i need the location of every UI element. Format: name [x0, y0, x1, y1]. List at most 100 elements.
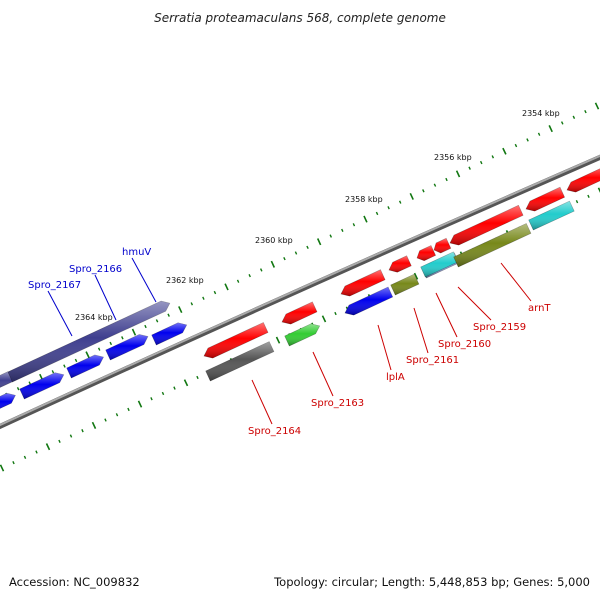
inner-tick: [575, 200, 579, 204]
gene-upper-left-stub[interactable]: [0, 371, 13, 391]
leader-spro-2160: [435, 292, 458, 338]
kbp-label-2354: 2354 kbp: [522, 109, 560, 118]
gene-label-lpla[interactable]: lplA: [386, 372, 405, 383]
outer-tick: [422, 189, 425, 193]
inner-tick: [137, 400, 143, 408]
kbp-label-2356: 2356 kbp: [434, 153, 472, 162]
outer-tick: [85, 351, 90, 359]
outer-tick: [28, 381, 32, 385]
gene-labels: hmuV Spro_2166 Spro_2167 arnT Spro_2159 …: [28, 247, 551, 437]
outer-tick: [294, 251, 298, 255]
gene-red-5[interactable]: [416, 245, 436, 262]
outer-tick: [97, 347, 101, 351]
gene-label-spro-2166[interactable]: Spro_2166: [69, 264, 122, 275]
gene-label-spro-2163[interactable]: Spro_2163: [311, 398, 364, 409]
outer-tick: [270, 260, 276, 268]
inner-tick: [275, 336, 281, 344]
outer-tick: [248, 274, 251, 278]
leader-spro-2167: [47, 290, 73, 337]
outer-tick: [167, 313, 170, 317]
gene-red-2[interactable]: [281, 301, 318, 325]
gene-label-spro-2160[interactable]: Spro_2160: [438, 339, 491, 350]
gene-blue-e[interactable]: [151, 322, 188, 346]
gene-arnt[interactable]: [453, 223, 532, 268]
gene-label-hmuv[interactable]: hmuV: [122, 247, 151, 258]
gene-red-4[interactable]: [388, 255, 412, 273]
outer-tick: [548, 125, 553, 133]
gene-label-arnt[interactable]: arnT: [528, 303, 551, 314]
outer-tick: [352, 223, 356, 227]
gene-spro-2166[interactable]: [66, 354, 104, 379]
outer-tick: [316, 238, 322, 246]
outer-tick: [51, 370, 55, 374]
gene-label-spro-2164[interactable]: Spro_2164: [248, 426, 301, 437]
outer-tick: [468, 166, 471, 170]
leader-spro-2164: [251, 379, 273, 425]
inner-tick: [413, 272, 419, 280]
kbp-label-2360: 2360 kbp: [255, 236, 293, 245]
genome-backbone: [0, 154, 600, 430]
outer-tick: [537, 132, 541, 136]
outer-tick: [560, 121, 564, 125]
outer-tick: [526, 138, 529, 142]
gene-red-9[interactable]: [566, 166, 600, 193]
gene-spro-2161[interactable]: [390, 273, 420, 296]
outer-tick: [16, 387, 20, 391]
outer-tick: [121, 336, 124, 340]
gene-red-3[interactable]: [340, 269, 386, 297]
outer-tick: [224, 283, 229, 291]
leader-hmuv: [131, 257, 157, 303]
outer-tick: [259, 268, 263, 272]
accession-text: Accession: NC_009832: [9, 575, 140, 589]
inner-tick: [196, 375, 199, 380]
inner-tick: [334, 311, 337, 316]
outer-tick: [594, 102, 600, 110]
outer-tick: [236, 279, 240, 283]
gene-red-8[interactable]: [525, 186, 565, 212]
inner-tick: [597, 187, 600, 193]
gene-red-7[interactable]: [449, 204, 524, 246]
leader-arnt: [500, 262, 532, 302]
gene-red-1[interactable]: [203, 322, 269, 359]
gene-label-spro-2159[interactable]: Spro_2159: [473, 322, 526, 333]
gene-red-6[interactable]: [433, 237, 452, 254]
outer-tick: [491, 155, 495, 159]
gene-spro-2163[interactable]: [284, 323, 321, 347]
outer-tick: [387, 206, 390, 210]
outer-tick: [144, 324, 147, 329]
inner-tick: [321, 315, 327, 323]
gene-hmuv[interactable]: [105, 334, 149, 361]
gene-spro-2167[interactable]: [19, 372, 65, 400]
outer-tick: [63, 364, 66, 368]
outer-tick: [445, 177, 448, 182]
leader-spro-2161: [413, 307, 429, 354]
inner-tick: [183, 379, 189, 387]
outer-ticks: [5, 102, 600, 397]
inner-tick: [58, 439, 61, 443]
map-title: Serratia proteamaculans 568, complete ge…: [154, 11, 446, 25]
gene-spro-2164[interactable]: [205, 341, 275, 382]
outer-tick: [190, 302, 194, 306]
outer-tick: [341, 228, 344, 232]
gene-blue-a[interactable]: [0, 392, 16, 412]
outer-tick: [329, 234, 333, 238]
inner-tick: [161, 391, 165, 396]
gene-label-spro-2167[interactable]: Spro_2167: [28, 280, 81, 291]
inner-tick: [91, 421, 97, 429]
kbp-label-2358: 2358 kbp: [345, 195, 383, 204]
outer-tick: [178, 306, 183, 314]
gene-cyan-right[interactable]: [528, 200, 575, 231]
inner-tick: [0, 464, 5, 472]
outer-tick: [109, 341, 113, 346]
kbp-label-2362: 2362 kbp: [166, 276, 204, 285]
gene-label-spro-2161[interactable]: Spro_2161: [406, 355, 459, 366]
leader-spro-2166: [94, 274, 117, 321]
gene-lpla[interactable]: [344, 286, 394, 316]
inner-tick: [115, 413, 119, 417]
outer-tick: [375, 211, 379, 216]
outer-tick: [514, 143, 518, 148]
tick-marks: [0, 102, 600, 472]
leader-spro-2159: [457, 286, 492, 321]
kbp-scale-labels: 2354 kbp 2356 kbp 2358 kbp 2360 kbp 2362…: [75, 109, 560, 322]
